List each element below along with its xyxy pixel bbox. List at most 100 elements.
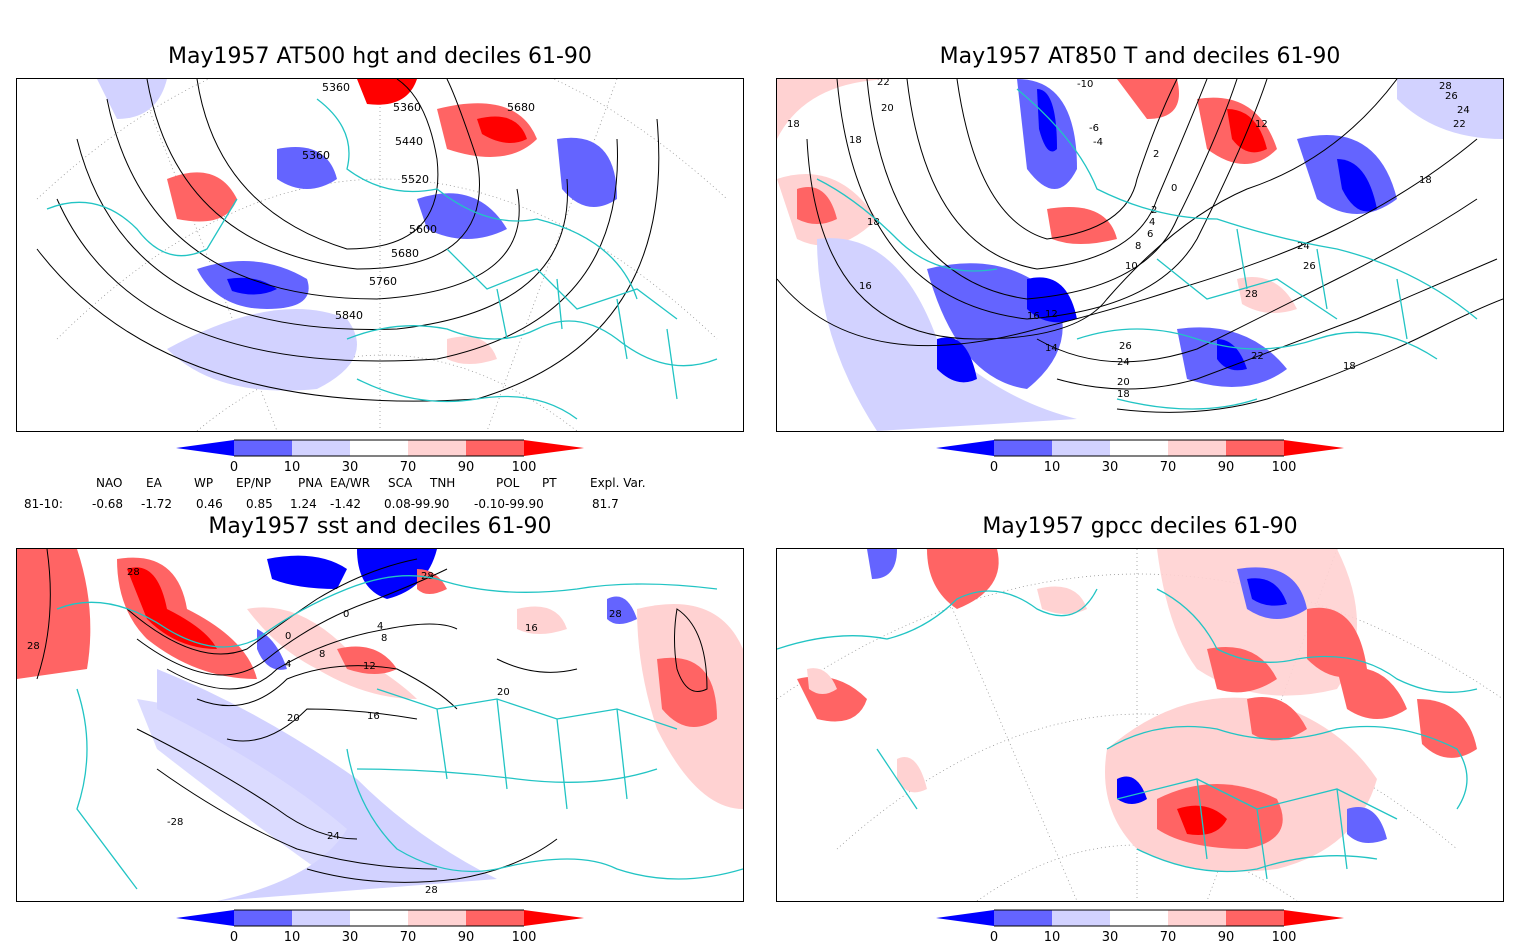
contour-label: 28 <box>127 567 140 578</box>
colorbar-segment <box>1110 910 1168 926</box>
contour-label: 24 <box>1457 105 1470 116</box>
contour-label: 26 <box>1303 261 1316 272</box>
index-header: SCA <box>388 476 413 490</box>
contour-label: 18 <box>1117 389 1130 400</box>
contour-label: 5520 <box>401 173 429 186</box>
contour-label: 5360 <box>302 149 330 162</box>
colorbar-segment <box>234 910 292 926</box>
index-value: -1.42 <box>330 497 362 511</box>
index-value: -0.10-99.90 <box>474 497 544 511</box>
colorbar-segment <box>936 910 994 926</box>
colorbar-tick: 10 <box>283 930 301 945</box>
colorbar-segment <box>350 910 408 926</box>
contour-label: 20 <box>287 713 300 724</box>
contour-label: 28 <box>609 609 622 620</box>
map-at850-temp: 22 20 18 18 18 16 16 12 14 10 8 6 4 2 0 … <box>776 78 1504 432</box>
colorbar-tick: 0 <box>229 460 239 475</box>
index-header: NAO <box>96 476 123 490</box>
colorbar-segment <box>1226 910 1284 926</box>
index-value: 0.85 <box>246 497 273 511</box>
colorbar-segment <box>176 440 234 456</box>
index-value: -0.68 <box>92 497 124 511</box>
colorbar-1: 0 10 30 70 90 100 <box>176 439 584 480</box>
contour-label: 14 <box>1045 343 1058 354</box>
colorbar-segment <box>408 910 466 926</box>
panel-title-gpcc: May1957 gpcc deciles 61-90 <box>982 514 1298 539</box>
colorbar-segment <box>1110 440 1168 456</box>
contour-label: 28 <box>1439 81 1452 92</box>
colorbar-tick: 90 <box>457 930 475 945</box>
contour-label: 28 <box>27 641 40 652</box>
contour-label: 8 <box>381 633 387 644</box>
contour-label: 18 <box>1343 361 1356 372</box>
index-header: EA/WR <box>330 476 371 490</box>
index-value: 0.46 <box>196 497 223 511</box>
colorbar-tick: 70 <box>399 930 417 945</box>
teleconnection-index-table: NAO EA WP EP/NP PNA EA/WR SCA TNH POL PT… <box>0 476 760 516</box>
contour-label: 10 <box>1125 261 1138 272</box>
index-header: EA <box>146 476 162 490</box>
colorbar-segment <box>408 440 466 456</box>
contour-label: 4 <box>285 659 291 670</box>
colorbar-tick: 10 <box>1043 930 1061 945</box>
colorbar-segment <box>1052 440 1110 456</box>
contour-label: 18 <box>787 119 800 130</box>
contour-label: 22 <box>877 79 890 88</box>
contour-label: 0 <box>343 609 349 620</box>
contour-label: 0 <box>285 631 291 642</box>
colorbar-tick: 30 <box>1101 930 1119 945</box>
contour-label: 12 <box>1255 119 1268 130</box>
index-value: 1.24 <box>290 497 317 511</box>
contour-label: 5680 <box>391 247 419 260</box>
colorbar-segment <box>524 910 584 926</box>
colorbar-tick: 100 <box>1271 930 1297 945</box>
contour-label: -28 <box>167 817 183 828</box>
colorbar-4: 0 10 30 70 90 100 <box>936 909 1344 950</box>
contour-label: 16 <box>1027 311 1040 322</box>
panel-title-sst: May1957 sst and deciles 61-90 <box>208 514 552 539</box>
panel-title-at500: May1957 AT500 hgt and deciles 61-90 <box>168 44 592 69</box>
contour-label: 28 <box>425 885 438 896</box>
contour-label: 12 <box>1045 309 1058 320</box>
colorbar-segment <box>1226 440 1284 456</box>
contour-label: 20 <box>497 687 510 698</box>
colorbar-tick: 0 <box>989 460 999 475</box>
contour-label: 16 <box>367 711 380 722</box>
contour-label: 5440 <box>395 135 423 148</box>
colorbar-segment <box>292 440 350 456</box>
colorbar-segment <box>1168 440 1226 456</box>
map-gpcc-precip <box>776 548 1504 902</box>
colorbar-segment <box>292 910 350 926</box>
colorbar-tick: 90 <box>1217 930 1235 945</box>
contour-label: 6 <box>1147 229 1153 240</box>
colorbar-tick: 10 <box>283 460 301 475</box>
colorbar-segment <box>176 910 234 926</box>
contour-label: -10 <box>1077 79 1093 90</box>
index-value: 81.7 <box>592 497 619 511</box>
contour-label: 18 <box>849 135 862 146</box>
colorbar-segment <box>994 910 1052 926</box>
index-header: PT <box>542 476 557 490</box>
colorbar-segment <box>994 440 1052 456</box>
contour-label: 26 <box>1445 91 1458 102</box>
colorbar-segment <box>1284 910 1344 926</box>
colorbar-3: 0 10 30 70 90 100 <box>176 909 584 950</box>
colorbar-tick: 90 <box>1217 460 1235 475</box>
contour-label: -4 <box>1093 137 1103 148</box>
contour-label: 18 <box>867 217 880 228</box>
colorbar-tick: 100 <box>1271 460 1297 475</box>
contour-label: 28 <box>1245 289 1258 300</box>
contour-label: 16 <box>525 623 538 634</box>
contour-label: 8 <box>1135 241 1141 252</box>
contour-label: 4 <box>1149 217 1155 228</box>
colorbar-tick: 10 <box>1043 460 1061 475</box>
colorbar-segment <box>466 910 524 926</box>
colorbar-segment <box>234 440 292 456</box>
colorbar-segment <box>1168 910 1226 926</box>
colorbar-tick: 30 <box>341 930 359 945</box>
index-header: WP <box>194 476 214 490</box>
contour-label: 5680 <box>507 101 535 114</box>
contour-label: 24 <box>327 831 340 842</box>
map-sst: 28 28 28 0 4 8 12 16 20 24 28 -28 0 4 8 … <box>16 548 744 902</box>
colorbar-segment <box>1284 440 1344 456</box>
